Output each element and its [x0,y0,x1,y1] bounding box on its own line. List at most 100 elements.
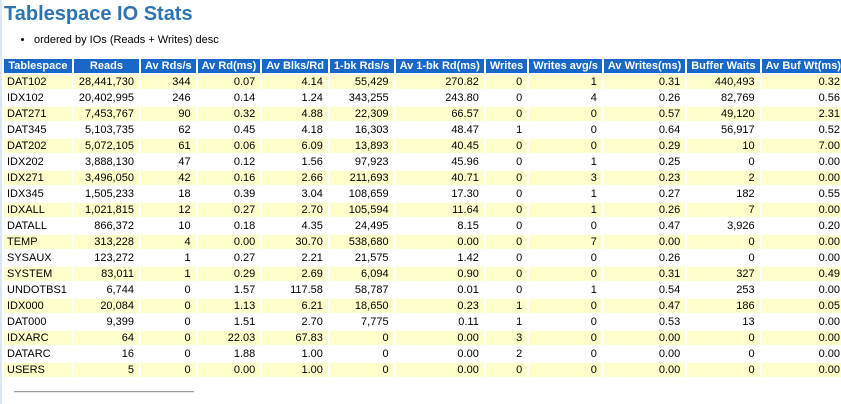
table-cell: 0.39 [197,187,261,201]
table-cell: 22,309 [329,107,394,121]
table-row: IDX345 1,505,233 18 0.39 3.04 108,659 17.30 0 1 0… [4,187,841,201]
table-cell: 0.00 [197,235,261,249]
table-cell: 7 [529,235,602,249]
table-cell: 0.01 [395,283,484,297]
table-cell: 0.27 [603,187,686,201]
table-cell: 97,923 [329,155,394,169]
table-cell: 1.42 [395,251,484,265]
column-header-tablespace: Tablespace [4,59,72,73]
tablespace-name-cell: DAT271 [4,107,72,121]
table-row: DATARC 16 0 1.88 1.00 0 0.00 2 0 0.00 0 0.00 [4,347,841,361]
table-cell: 1 [485,299,528,313]
table-cell: 0.00 [761,171,841,185]
table-cell: 7,453,767 [73,107,139,121]
table-cell: 20,402,995 [73,91,139,105]
column-header-writes: Writes [485,59,528,73]
tablespace-name-cell: SYSAUX [4,251,72,265]
table-cell: 0 [529,299,602,313]
table-cell: 2.66 [262,171,328,185]
column-header-av-rds-s: Av Rds/s [140,59,196,73]
table-cell: 11.64 [395,203,484,217]
table-cell: 0.16 [197,171,261,185]
table-cell: 6,094 [329,267,394,281]
table-cell: 0.23 [395,299,484,313]
column-header-av-1-bk-rd-ms: Av 1-bk Rd(ms) [395,59,484,73]
table-cell: 0.52 [761,123,841,137]
table-cell: 0.64 [603,123,686,137]
column-header-buffer-waits: Buffer Waits [687,59,760,73]
table-cell: 0.14 [197,91,261,105]
table-cell: 186 [687,299,760,313]
tablespace-name-cell: IDX345 [4,187,72,201]
table-cell: 4.88 [262,107,328,121]
table-cell: 0.00 [395,331,484,345]
table-cell: 7 [687,203,760,217]
table-cell: 0.31 [603,267,686,281]
table-cell: 62 [140,123,196,137]
table-cell: 5,072,105 [73,139,139,153]
table-cell: 61 [140,139,196,153]
table-cell: 1.51 [197,315,261,329]
tablespace-name-cell: IDX000 [4,299,72,313]
table-cell: 1.00 [262,347,328,361]
table-cell: 3,926 [687,219,760,233]
table-cell: 4.14 [262,75,328,89]
notes-list: ordered by IOs (Reads + Writes) desc [4,34,841,47]
table-cell: 0 [485,91,528,105]
table-cell: 0.00 [395,235,484,249]
table-cell: 0.27 [197,203,261,217]
table-cell: 313,228 [73,235,139,249]
table-cell: 1 [140,267,196,281]
table-cell: 0.00 [603,347,686,361]
table-cell: 344 [140,75,196,89]
column-header-1-bk-rds-s: 1-bk Rds/s [329,59,394,73]
table-cell: 182 [687,187,760,201]
table-cell: 1 [485,315,528,329]
table-cell: 4 [140,235,196,249]
table-cell: 0.27 [197,251,261,265]
table-cell: 4.18 [262,123,328,137]
table-cell: 2 [687,171,760,185]
table-cell: 2.31 [761,107,841,121]
table-cell: 42 [140,171,196,185]
table-cell: 55,429 [329,75,394,89]
table-cell: 5 [73,363,139,377]
table-cell: 83,011 [73,267,139,281]
table-cell: 0.47 [603,219,686,233]
table-cell: 0.25 [603,155,686,169]
table-cell: 0.00 [761,251,841,265]
table-row: IDX000 20,084 0 1.13 6.21 18,650 0.23 1 0 0.47 186… [4,299,841,313]
table-cell: 0.47 [603,299,686,313]
table-cell: 0 [687,363,760,377]
table-cell: 20,084 [73,299,139,313]
tablespace-name-cell: IDX271 [4,171,72,185]
table-cell: 4.35 [262,219,328,233]
table-cell: 0 [485,107,528,121]
footer-divider [14,391,194,393]
table-row: TEMP 313,228 4 0.00 30.70 538,680 0.00 0 7 0.00 0 0… [4,235,841,249]
table-cell: 28,441,730 [73,75,139,89]
table-cell: 0.07 [197,75,261,89]
table-cell: 1,505,233 [73,187,139,201]
table-cell: 0 [529,107,602,121]
table-cell: 40.71 [395,171,484,185]
table-cell: 0 [140,283,196,297]
table-cell: 12 [140,203,196,217]
table-cell: 16,303 [329,123,394,137]
table-cell: 3,496,050 [73,171,139,185]
table-cell: 1 [529,283,602,297]
table-cell: 0 [485,187,528,201]
table-row: DAT345 5,103,735 62 0.45 4.18 16,303 48.47 1 0 0.… [4,123,841,137]
table-cell: 3,888,130 [73,155,139,169]
tablespace-name-cell: DATARC [4,347,72,361]
table-cell: 0.00 [761,331,841,345]
column-header-writes-avg-s: Writes avg/s [529,59,602,73]
table-cell: 1 [529,187,602,201]
table-cell: 327 [687,267,760,281]
table-cell: 0.32 [761,75,841,89]
table-cell: 0 [485,363,528,377]
table-cell: 0 [140,299,196,313]
table-cell: 0 [485,155,528,169]
column-header-av-writes-ms: Av Writes(ms) [603,59,686,73]
table-cell: 0 [329,331,394,345]
